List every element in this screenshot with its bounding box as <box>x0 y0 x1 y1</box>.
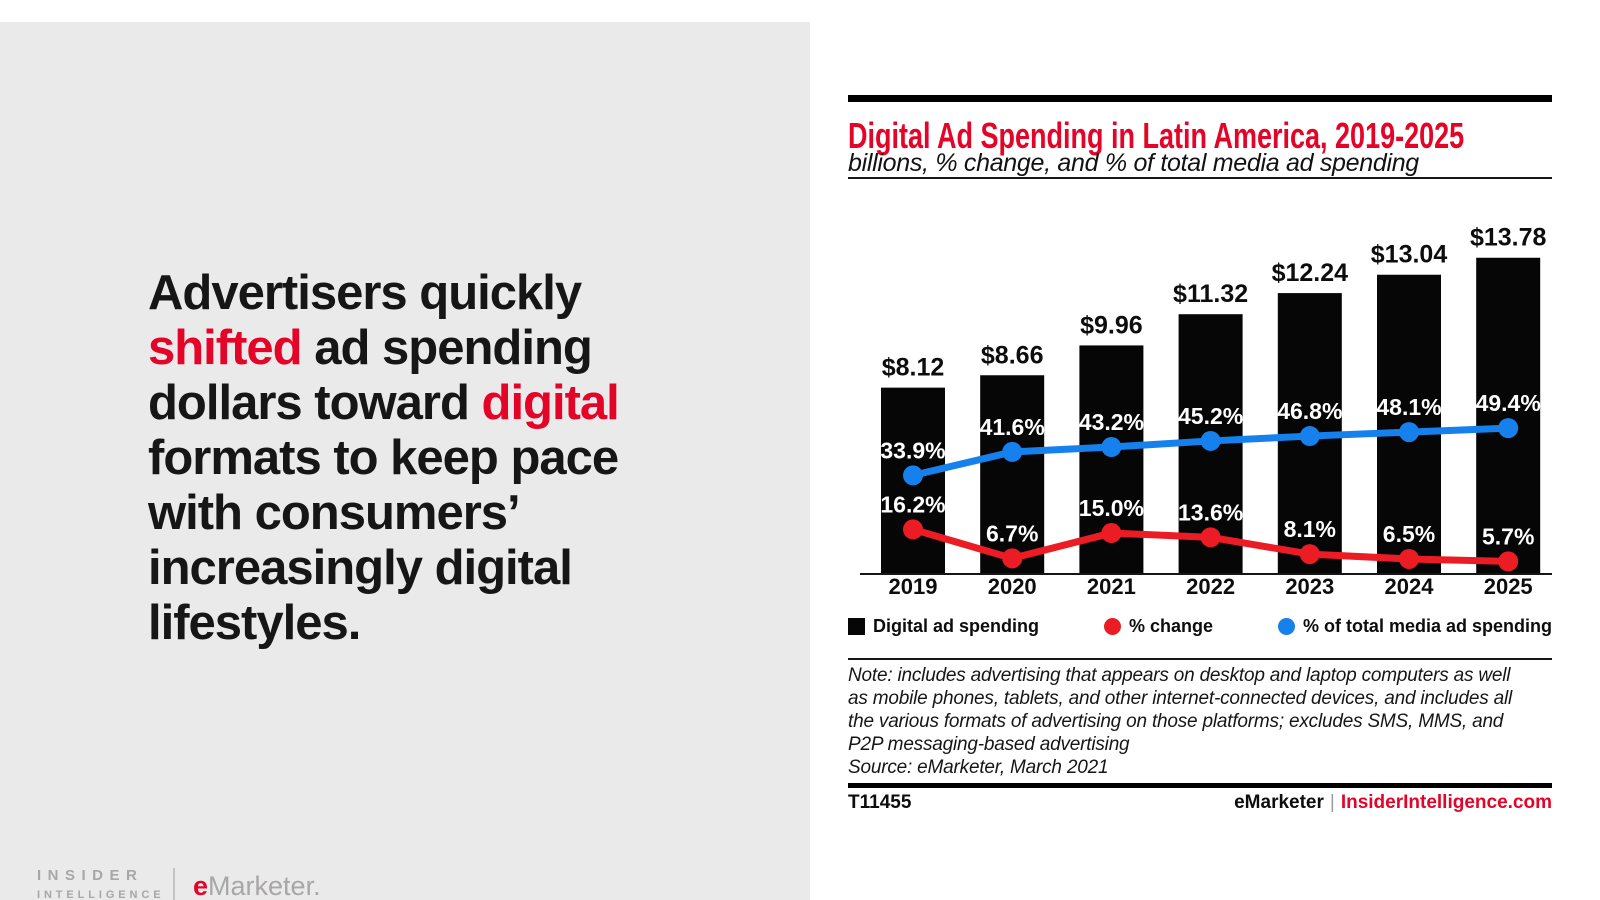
bar-value-label: $8.12 <box>882 354 945 382</box>
bar-value-label: $9.96 <box>1080 311 1143 339</box>
pct-label: 46.8% <box>1277 398 1342 424</box>
line-marker <box>1399 422 1419 443</box>
line-marker <box>1498 551 1519 572</box>
pct-label: 16.2% <box>880 491 945 517</box>
headline-segment: Advertisers quickly <box>148 266 582 320</box>
bottom-rule <box>848 783 1552 788</box>
x-tick-2021: 2021 <box>1087 574 1136 599</box>
headline-segment: ad spending <box>301 321 593 375</box>
chart-legend: Digital ad spending % change % of total me… <box>848 616 1552 637</box>
bar-value-label: $13.04 <box>1371 241 1448 269</box>
footer-divider: | <box>1329 792 1335 813</box>
footer-brand: eMarketer <box>1234 792 1324 813</box>
pct-label: 45.2% <box>1178 403 1243 429</box>
line-marker <box>1200 430 1221 451</box>
line-marker <box>1101 523 1122 544</box>
legend-item: % of total media ad spending <box>1277 616 1552 637</box>
headline: Advertisers quickly shifted ad spending do… <box>148 266 708 651</box>
note-line: as mobile phones, tablets, and other int… <box>848 688 1513 709</box>
headline-segment: formats to keep pace <box>148 431 619 485</box>
pct-label: 49.4% <box>1476 390 1541 416</box>
bar-2025 <box>1476 257 1541 574</box>
insider-logo-line1: INSIDER <box>37 867 144 884</box>
chart-footer: T11455 eMarketer | InsiderIntelligence.com <box>848 792 1552 814</box>
logo-divider <box>173 868 175 900</box>
insider-intelligence-logo: INSIDER INTELLIGENCE <box>37 867 164 900</box>
pct-label: 15.0% <box>1079 495 1144 521</box>
line-marker <box>1498 418 1519 439</box>
line-marker <box>1399 548 1419 569</box>
chart-note: Note: includes advertising that appears … <box>848 664 1558 779</box>
line-marker <box>1002 441 1023 462</box>
pct-label: 13.6% <box>1178 499 1243 525</box>
pct-label: 33.9% <box>880 437 945 463</box>
x-tick-2019: 2019 <box>889 574 938 599</box>
footer-brand-line: eMarketer | InsiderIntelligence.com <box>1234 792 1552 814</box>
bar-line-chart: $8.12 $8.66 $9.96 $11.32 $12.24 $13.04 $13.78 3… <box>860 224 1552 599</box>
headline-segment: with consumers’ <box>148 486 521 540</box>
legend-circle-icon <box>1103 618 1121 635</box>
pct-label: 43.2% <box>1079 409 1144 435</box>
emarketer-logo-rest: Marketer. <box>208 871 321 900</box>
x-tick-2023: 2023 <box>1285 574 1334 599</box>
note-line: Note: includes advertising that appears … <box>848 665 1511 686</box>
headline-segment: dollars toward <box>148 376 482 430</box>
pct-label: 5.7% <box>1482 523 1534 549</box>
pct-label: 8.1% <box>1284 516 1336 542</box>
line-marker <box>1101 437 1122 458</box>
headline-segment: lifestyles. <box>148 596 361 650</box>
headline-segment: increasingly digital <box>148 541 573 595</box>
bar-value-label: $13.78 <box>1470 224 1547 252</box>
legend-circle-icon <box>1277 618 1295 635</box>
chart-id: T11455 <box>848 792 912 813</box>
line-marker <box>1299 426 1320 447</box>
emarketer-logo: eMarketer. <box>193 871 321 900</box>
legend-item: Digital ad spending <box>848 616 1039 637</box>
legend-label: Digital ad spending <box>873 616 1040 636</box>
footer-site-link[interactable]: InsiderIntelligence.com <box>1340 792 1552 813</box>
legend-item: % change <box>1103 616 1213 637</box>
x-tick-2025: 2025 <box>1484 574 1533 599</box>
headline-segment: shifted <box>148 321 303 375</box>
chart-title: Digital Ad Spending in Latin America, 20… <box>848 115 1465 156</box>
line-marker <box>1200 527 1221 548</box>
bar-2020 <box>980 375 1045 574</box>
insider-logo-line2: INTELLIGENCE <box>37 889 165 900</box>
pct-label: 48.1% <box>1376 394 1441 420</box>
x-tick-2022: 2022 <box>1186 574 1235 599</box>
note-line: P2P messaging-based advertising <box>848 734 1130 755</box>
chart-subtitle: billions, % change, and % of total media… <box>848 149 1419 177</box>
pct-label: 41.6% <box>980 414 1045 440</box>
note-line: Source: eMarketer, March 2021 <box>848 757 1109 778</box>
legend-label: % change <box>1128 616 1213 636</box>
emarketer-logo-e: e <box>193 871 209 900</box>
line-marker <box>903 519 923 540</box>
line-marker <box>903 465 923 486</box>
top-rule <box>848 95 1552 102</box>
bar-value-label: $12.24 <box>1272 259 1349 287</box>
subtitle-rule <box>848 177 1552 179</box>
line-marker <box>1299 544 1320 565</box>
note-rule <box>848 658 1552 660</box>
x-tick-2024: 2024 <box>1385 574 1435 599</box>
legend-square-icon <box>848 618 865 635</box>
pct-label: 6.7% <box>986 520 1038 546</box>
legend-label: % of total media ad spending <box>1302 616 1552 636</box>
bar-value-label: $11.32 <box>1173 280 1248 308</box>
bar-value-label: $8.66 <box>981 341 1044 369</box>
x-tick-2020: 2020 <box>988 574 1037 599</box>
headline-segment: digital <box>481 376 620 430</box>
line-marker <box>1002 548 1023 569</box>
pct-label: 6.5% <box>1383 521 1435 547</box>
left-text-panel: Advertisers quickly shifted ad spending do… <box>0 22 810 900</box>
note-line: the various formats of advertising on th… <box>848 711 1504 732</box>
